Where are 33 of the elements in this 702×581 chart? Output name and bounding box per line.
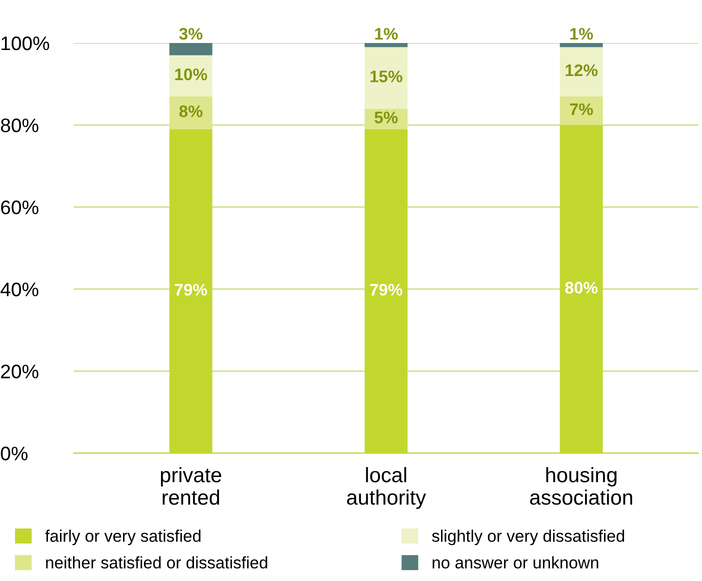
bar (560, 47, 603, 96)
legend-label: neither satisfied or dissatisfied (46, 556, 268, 569)
legend-label: slightly or very dissatisfied (432, 530, 624, 546)
data-label: 5% (374, 112, 398, 124)
bar (364, 47, 408, 109)
x-tick-label: housing association (530, 467, 632, 505)
data-label: 3% (179, 28, 202, 40)
y-tick-label: 20% (1, 364, 38, 378)
data-label: 1% (375, 28, 398, 40)
data-label: 80% (565, 282, 598, 294)
data-label: 8% (179, 105, 202, 118)
y-tick-label: 80% (0, 118, 38, 132)
bar (169, 42, 212, 56)
data-label: 7% (570, 103, 593, 116)
data-label: 10% (175, 68, 208, 80)
bar (560, 96, 603, 126)
y-tick-label: 0% (0, 446, 28, 460)
data-label: 79% (174, 284, 208, 296)
y-tick-label: 100% (2, 36, 50, 50)
data-label: 12% (566, 64, 598, 76)
bar (364, 42, 408, 48)
bar (169, 55, 212, 96)
legend-label: no answer or unknown (432, 556, 598, 569)
x-tick-label: local authority (347, 467, 426, 509)
bar (560, 42, 603, 48)
legend-label: fairly or very satisfied (45, 530, 200, 546)
data-label: 15% (370, 70, 402, 82)
data-label: 1% (570, 28, 593, 40)
y-tick-label: 60% (1, 200, 38, 214)
data-label: 79% (370, 284, 402, 296)
bar (169, 96, 212, 130)
y-tick-label: 40% (0, 282, 38, 296)
x-tick-label: private rented (160, 467, 222, 505)
